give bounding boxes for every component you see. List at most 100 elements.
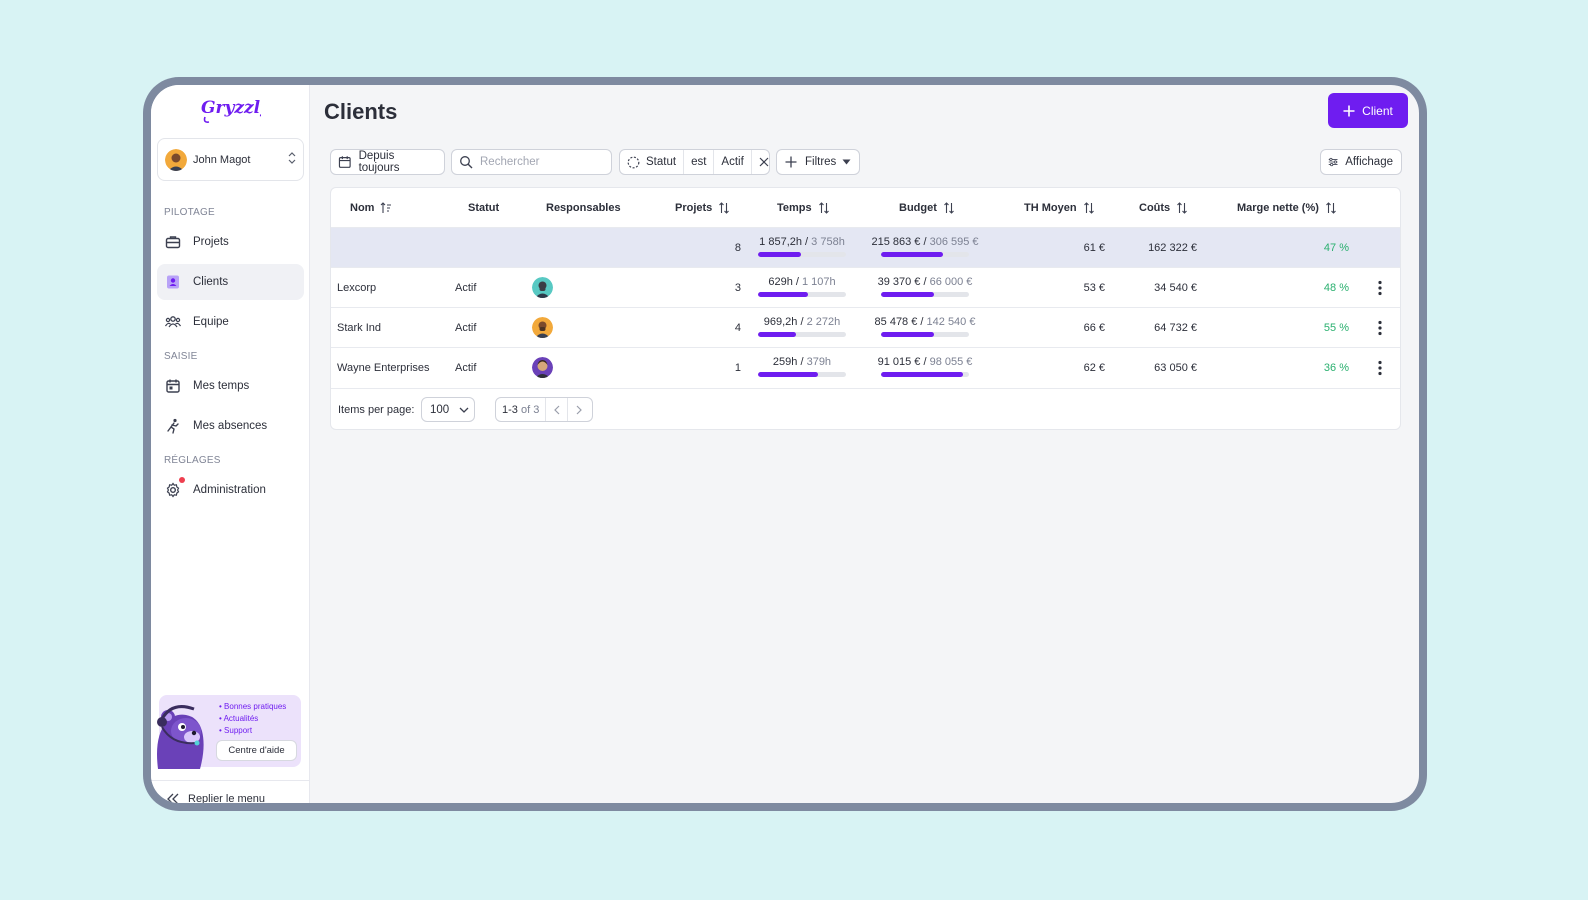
sidebar-item-administration[interactable]: Administration bbox=[157, 472, 304, 508]
sidebar-item-projets[interactable]: Projets bbox=[157, 224, 304, 260]
budget-used: 85 478 € bbox=[874, 316, 918, 328]
client-status: Actif bbox=[455, 322, 477, 334]
sidebar-item-clients[interactable]: Clients bbox=[157, 264, 304, 300]
client-th-moyen: 62 € bbox=[1083, 362, 1105, 374]
total-budget: 215 863 € / 306 595 € bbox=[871, 236, 979, 257]
client-name[interactable]: Wayne Enterprises bbox=[337, 362, 430, 374]
column-label: TH Moyen bbox=[1024, 202, 1077, 214]
help-links: Bonnes pratiques Actualités Support bbox=[219, 701, 287, 737]
client-couts: 64 732 € bbox=[1154, 322, 1197, 334]
client-name[interactable]: Stark Ind bbox=[337, 322, 382, 334]
temps-progress-bar bbox=[758, 372, 846, 377]
pagination-bar: Items per page: 100 1-3 of 3 bbox=[331, 388, 1400, 429]
previous-page-button[interactable] bbox=[545, 398, 567, 421]
column-label: Nom bbox=[350, 202, 375, 214]
collapse-menu-button[interactable]: Replier le menu bbox=[151, 780, 310, 803]
sort-icon bbox=[719, 202, 730, 214]
caret-down-icon bbox=[842, 159, 851, 165]
budget-used: 91 015 € bbox=[877, 356, 921, 368]
column-label: Coûts bbox=[1139, 202, 1171, 214]
total-temps: 1 857,2h / 3 758h bbox=[758, 236, 846, 257]
section-label-saisie: SAISIE bbox=[164, 351, 198, 362]
client-status: Actif bbox=[455, 282, 477, 294]
budget-progress-bar bbox=[881, 332, 969, 337]
chevron-up-down-icon[interactable] bbox=[288, 151, 296, 165]
client-budget: 85 478 € / 142 540 € bbox=[871, 316, 979, 337]
app-screen: Gryzzly John Magot PILOTAGE Projets Clie… bbox=[151, 85, 1419, 803]
sidebar-item-label: Mes temps bbox=[193, 380, 250, 392]
help-link-actualites[interactable]: Actualités bbox=[219, 713, 286, 725]
temps-progress-bar bbox=[758, 332, 846, 337]
total-th-moyen: 61 € bbox=[1083, 242, 1105, 254]
remove-filter-button[interactable] bbox=[750, 150, 776, 174]
column-header-budget[interactable]: Budget bbox=[899, 202, 955, 214]
help-link-support[interactable]: Support bbox=[219, 725, 286, 737]
column-header-th-moyen[interactable]: TH Moyen bbox=[1024, 202, 1095, 214]
column-header-temps[interactable]: Temps bbox=[777, 202, 830, 214]
budget-total: 66 000 € bbox=[929, 276, 973, 288]
sidebar: Gryzzly John Magot PILOTAGE Projets Clie… bbox=[151, 85, 310, 803]
client-name[interactable]: Lexcorp bbox=[337, 282, 377, 294]
period-filter-label: Depuis toujours bbox=[358, 150, 400, 174]
sidebar-item-label: Administration bbox=[193, 484, 266, 496]
gear-icon bbox=[165, 477, 185, 498]
period-filter[interactable]: Depuis toujours bbox=[330, 149, 445, 175]
section-label-pilotage: PILOTAGE bbox=[164, 207, 215, 218]
budget-progress-fill bbox=[881, 372, 963, 377]
search-box[interactable] bbox=[451, 149, 612, 175]
column-header-statut: Statut bbox=[468, 202, 499, 214]
sort-icon bbox=[818, 202, 829, 214]
plus-icon bbox=[785, 156, 797, 168]
next-page-button[interactable] bbox=[567, 398, 589, 421]
column-header-marge[interactable]: Marge nette (%) bbox=[1237, 202, 1337, 214]
sidebar-item-equipe[interactable]: Equipe bbox=[157, 304, 304, 340]
temps-total: 379h bbox=[806, 356, 832, 368]
sort-icon bbox=[1177, 202, 1188, 214]
gryzzly-logo[interactable]: Gryzzly bbox=[199, 91, 261, 125]
more-options-icon[interactable] bbox=[1376, 280, 1384, 296]
help-center-button[interactable]: Centre d'aide bbox=[216, 740, 297, 761]
sidebar-item-label: Mes absences bbox=[193, 420, 268, 432]
calendar-icon bbox=[338, 156, 351, 168]
table-header: Nom Statut Responsables Projets Temps Bu… bbox=[331, 188, 1400, 228]
search-input[interactable] bbox=[480, 156, 600, 168]
sidebar-item-mes-temps[interactable]: Mes temps bbox=[157, 368, 304, 404]
client-budget: 39 370 € / 66 000 € bbox=[871, 276, 979, 297]
column-header-projets[interactable]: Projets bbox=[675, 202, 730, 214]
temps-progress-fill bbox=[758, 292, 809, 297]
range-total: of 3 bbox=[520, 403, 540, 416]
client-temps: 969,2h / 2 272h bbox=[758, 316, 846, 337]
display-settings-button[interactable]: Affichage bbox=[1320, 149, 1402, 175]
responsable-avatar[interactable] bbox=[532, 357, 553, 378]
status-value-segment[interactable]: Actif bbox=[713, 150, 750, 174]
temps-total: 3 758h bbox=[811, 236, 845, 248]
client-projets: 1 bbox=[734, 362, 741, 374]
table-row[interactable]: Stark Ind Actif 4 969,2h / 2 272h 85 478… bbox=[331, 307, 1400, 347]
status-operator-segment[interactable]: est bbox=[683, 150, 713, 174]
temps-progress-fill bbox=[758, 252, 802, 257]
status-filter-chip[interactable]: Statut est Actif bbox=[619, 149, 770, 175]
column-header-couts[interactable]: Coûts bbox=[1139, 202, 1188, 214]
budget-progress-bar bbox=[881, 252, 969, 257]
table-row[interactable]: Lexcorp Actif 3 629h / 1 107h 39 370 € /… bbox=[331, 267, 1400, 307]
responsable-avatar[interactable] bbox=[532, 317, 553, 338]
add-client-button[interactable]: Client bbox=[1328, 93, 1408, 128]
table-row[interactable]: Wayne Enterprises Actif 1 259h / 379h 91… bbox=[331, 347, 1400, 387]
add-filters-button[interactable]: Filtres bbox=[776, 149, 860, 175]
responsable-avatar[interactable] bbox=[532, 277, 553, 298]
sort-icon bbox=[944, 202, 954, 214]
temps-progress-fill bbox=[758, 332, 796, 337]
status-operator-label: est bbox=[691, 156, 707, 168]
sidebar-item-mes-absences[interactable]: Mes absences bbox=[157, 408, 304, 444]
temps-total: 2 272h bbox=[806, 316, 841, 328]
user-switcher[interactable]: John Magot bbox=[157, 138, 304, 181]
help-link-bonnes-pratiques[interactable]: Bonnes pratiques bbox=[219, 701, 286, 713]
more-options-icon[interactable] bbox=[1376, 360, 1384, 376]
column-header-nom[interactable]: Nom bbox=[350, 202, 392, 214]
items-per-page-select[interactable]: 100 bbox=[421, 397, 475, 422]
client-th-moyen: 66 € bbox=[1083, 322, 1105, 334]
temps-used: 1 857,2h bbox=[759, 236, 802, 248]
status-field-segment[interactable]: Statut bbox=[620, 150, 683, 174]
items-per-page-value: 100 bbox=[430, 403, 450, 416]
more-options-icon[interactable] bbox=[1376, 320, 1384, 336]
